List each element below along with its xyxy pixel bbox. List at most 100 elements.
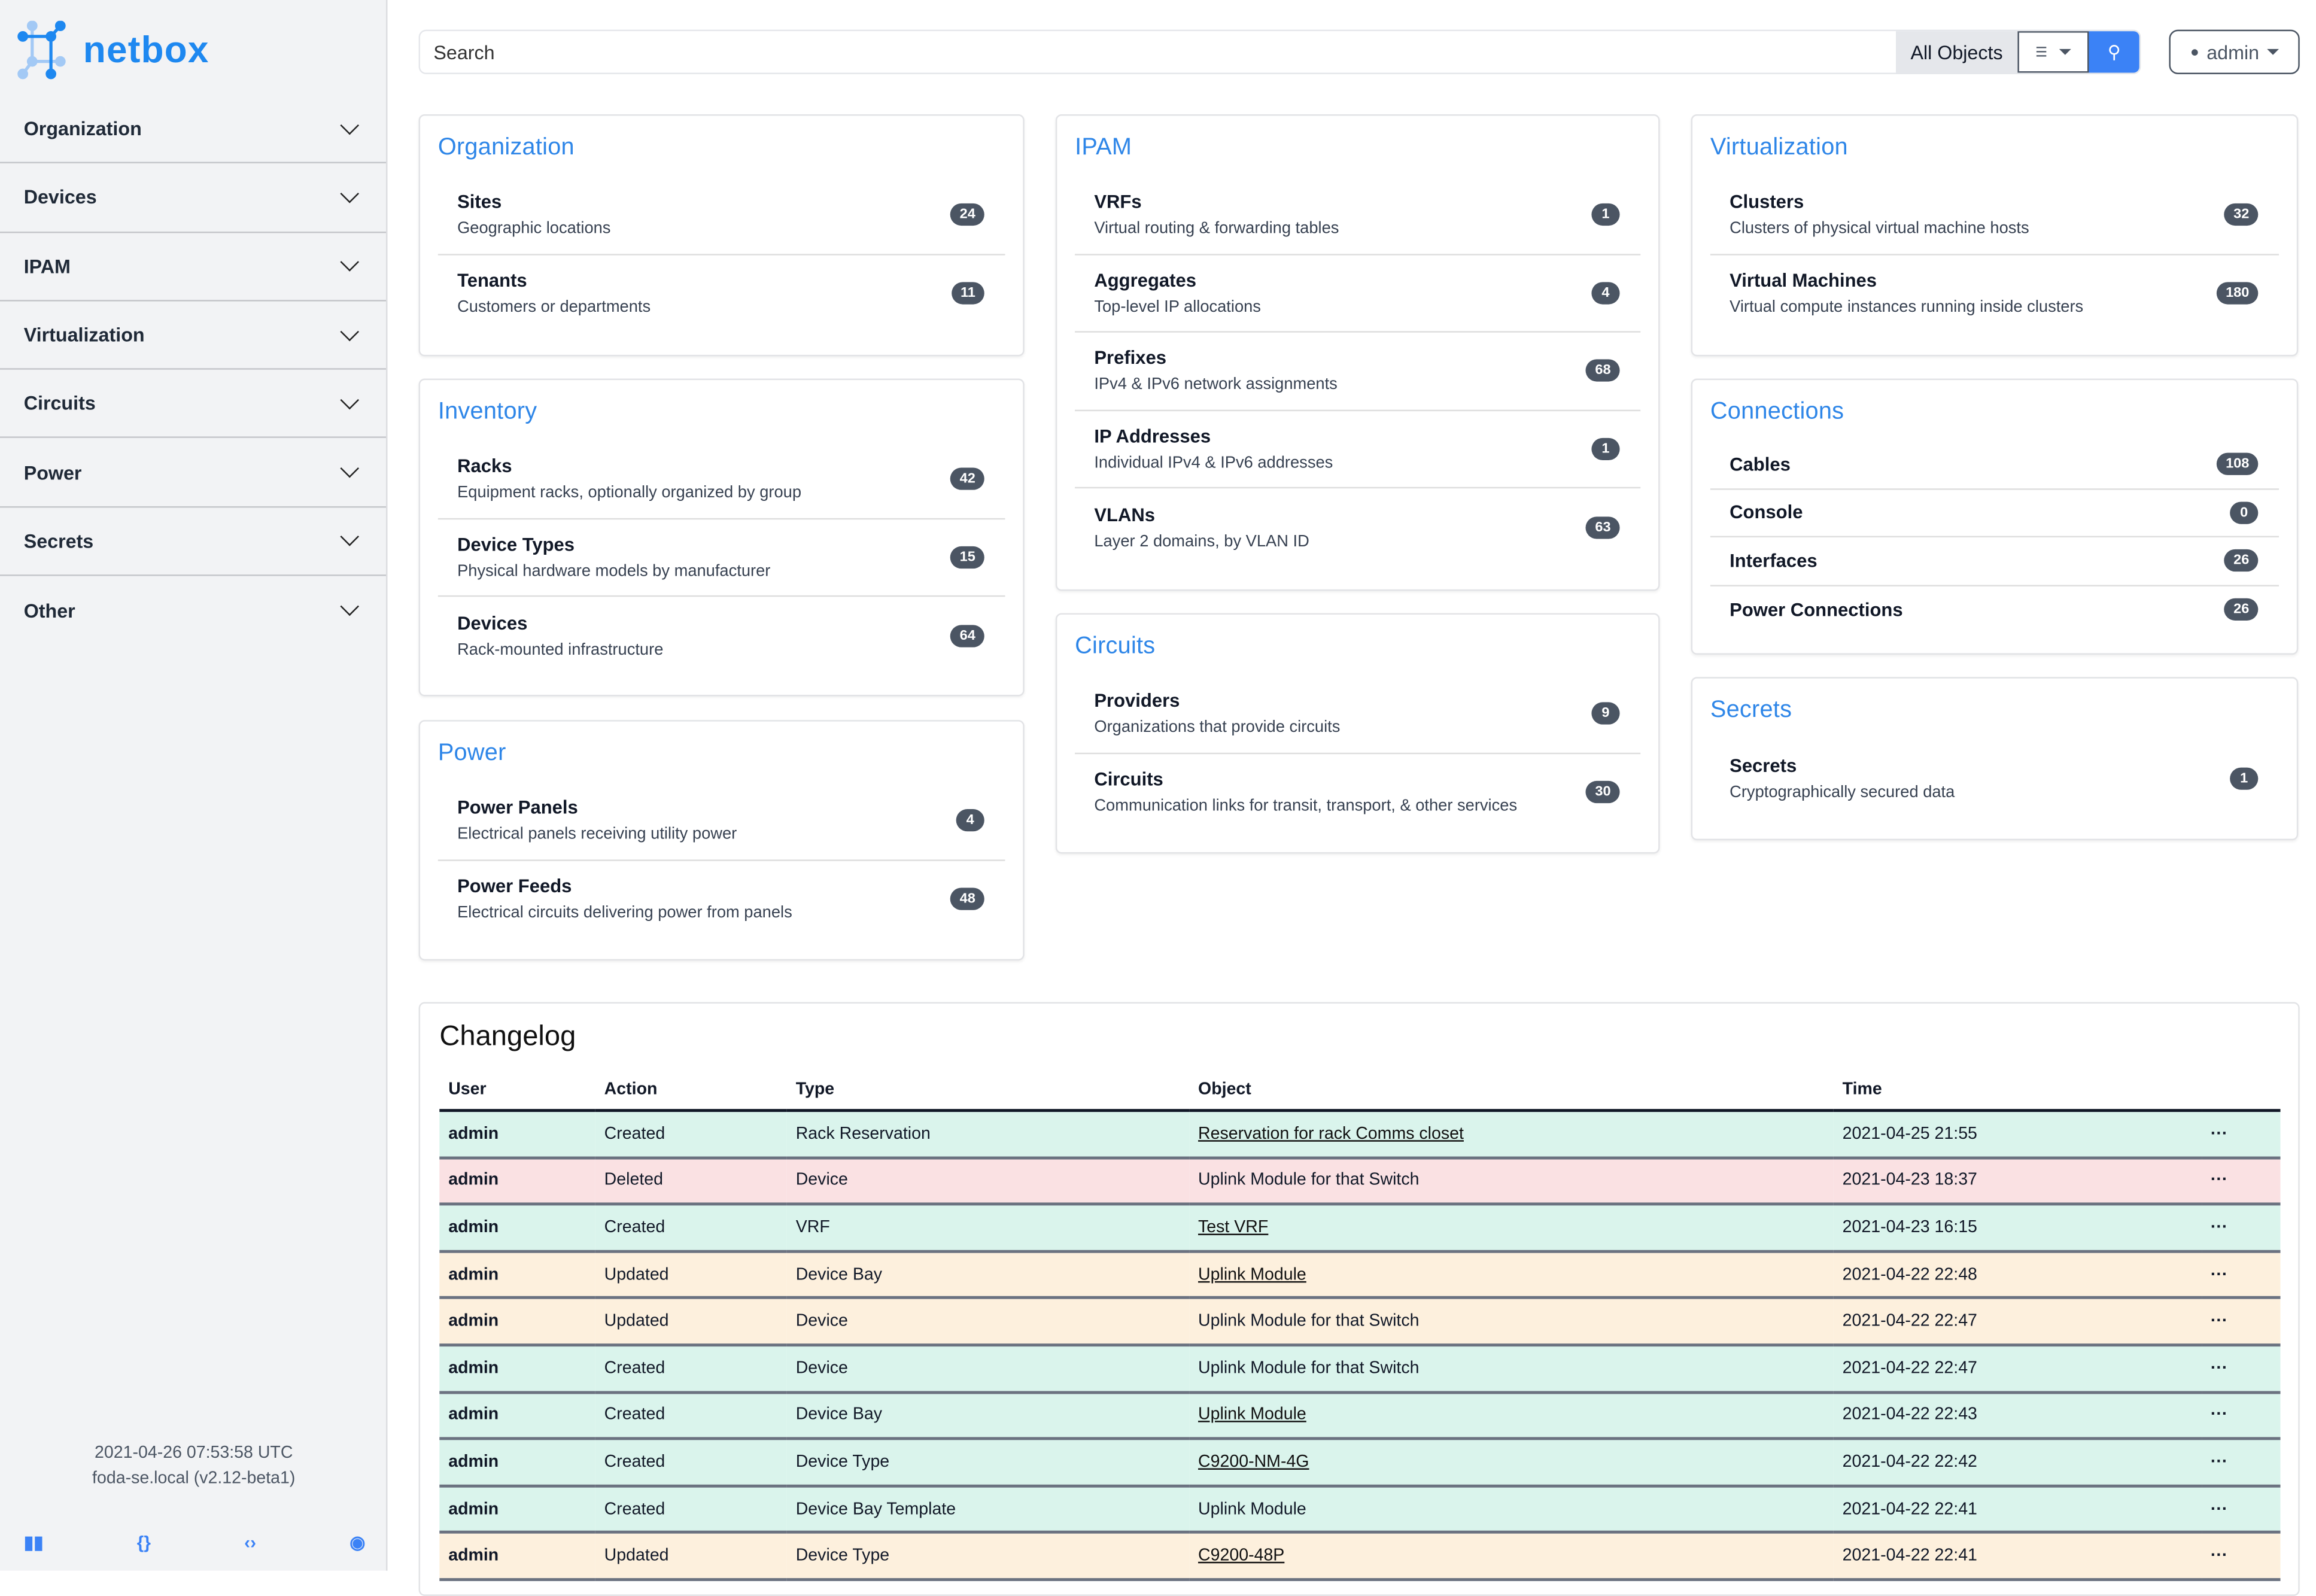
changelog-title: Changelog	[439, 1021, 576, 1053]
object-cell: Uplink Module for that Switch	[1189, 1157, 1834, 1206]
item-description: Electrical circuits delivering power fro…	[457, 904, 792, 923]
chevron-down-icon	[340, 459, 360, 478]
list-item[interactable]: Power Feeds Electrical circuits deliverin…	[438, 861, 1005, 938]
list-item[interactable]: Sites Geographic locations 24	[437, 177, 1005, 255]
object-link[interactable]: Uplink Module	[1198, 1266, 1306, 1284]
column-header-object[interactable]: Object	[1189, 1081, 1834, 1112]
count-badge: 32	[2224, 203, 2259, 226]
list-item[interactable]: Device Types Physical hardware models by …	[437, 519, 1005, 597]
more-icon[interactable]: ···	[2202, 1157, 2281, 1206]
virtualization-card: Virtualization Clusters Clusters of physic…	[1691, 114, 2299, 357]
virtualization-card-title[interactable]: Virtualization	[1710, 135, 1848, 160]
count-badge: 63	[1586, 516, 1620, 539]
list-item[interactable]: Prefixes IPv4 & IPv6 network assignments 6…	[1075, 333, 1641, 411]
list-item[interactable]: IP Addresses Individual IPv4 & IPv6 addre…	[1075, 411, 1641, 490]
more-icon[interactable]: ···	[2202, 1204, 2281, 1253]
list-item[interactable]: Power Panels Electrical panels receiving …	[437, 782, 1005, 861]
item-name: IP Addresses	[1094, 426, 1211, 447]
item-name: Secrets	[1730, 755, 1797, 776]
more-icon[interactable]: ···	[2202, 1298, 2281, 1346]
netbox-logo[interactable]: netbox	[12, 20, 209, 80]
list-item[interactable]: Devices Rack-mounted infrastructure 64	[438, 597, 1005, 675]
list-item[interactable]: Racks Equipment racks, optionally organiz…	[437, 441, 1005, 519]
search-button[interactable]: ⚲	[2089, 31, 2139, 73]
sidebar-item-secrets[interactable]: Secrets	[0, 507, 387, 576]
inventory-card-title[interactable]: Inventory	[437, 399, 537, 425]
sidebar-item-other[interactable]: Other	[0, 576, 386, 645]
sidebar-item-power[interactable]: Power	[0, 439, 387, 507]
changelog-table: User Action Type Object Time admin Created Rac…	[439, 1081, 2281, 1581]
search-input[interactable]	[420, 31, 1896, 73]
list-item[interactable]: Aggregates Top-level IP allocations 4	[1075, 255, 1641, 333]
circuits-card-title[interactable]: Circuits	[1075, 634, 1156, 659]
table-row: admin Created Rack Reservation Reservation …	[439, 1110, 2281, 1159]
type-cell: Device Bay Template	[786, 1485, 1190, 1534]
ipam-card-title[interactable]: IPAM	[1075, 135, 1132, 160]
object-link[interactable]: C9200-48P	[1198, 1547, 1285, 1565]
sidebar-item-organization[interactable]: Organization	[0, 95, 387, 164]
object-cell: Uplink Module	[1189, 1485, 1834, 1534]
list-item[interactable]: Providers Organizations that provide circ…	[1075, 676, 1641, 754]
item-name: VRFs	[1094, 191, 1142, 213]
more-icon[interactable]: ···	[2202, 1533, 2281, 1581]
power-card: Power Power Panels Electrical panels recei…	[418, 720, 1025, 961]
column-header-type[interactable]: Type	[786, 1081, 1190, 1112]
braces-icon[interactable]: {}	[136, 1532, 151, 1553]
secrets-card-title[interactable]: Secrets	[1710, 697, 1792, 723]
more-icon[interactable]: ···	[2202, 1345, 2281, 1394]
list-item[interactable]: Console 0	[1710, 489, 2279, 538]
list-item[interactable]: Cables 108	[1710, 441, 2279, 490]
power-card-title[interactable]: Power	[437, 740, 506, 767]
chevron-down-icon	[340, 253, 360, 272]
book-icon[interactable]: ▮▮	[23, 1532, 44, 1553]
list-item[interactable]: Interfaces 26	[1710, 537, 2279, 586]
connections-card: Connections Cables 108 Console 0 Interfaces 26…	[1691, 378, 2299, 655]
list-item[interactable]: Clusters Clusters of physical virtual mac…	[1710, 177, 2279, 255]
time-cell: 2021-04-22 22:47	[1833, 1345, 2202, 1394]
sidebar-item-devices[interactable]: Devices	[0, 164, 387, 233]
object-link[interactable]: Test VRF	[1198, 1218, 1269, 1237]
list-item[interactable]: VLANs Layer 2 domains, by VLAN ID 63	[1075, 489, 1640, 567]
sidebar-item-virtualization[interactable]: Virtualization	[0, 301, 387, 370]
column-header-user[interactable]: User	[439, 1081, 595, 1112]
sidebar-item-label: IPAM	[23, 255, 71, 278]
list-item[interactable]: Secrets Cryptographically secured data 1	[1710, 739, 2279, 817]
code-icon[interactable]: ‹›	[244, 1532, 257, 1553]
time-cell: 2021-04-22 22:41	[1833, 1533, 2202, 1581]
organization-card-title[interactable]: Organization	[437, 135, 575, 160]
table-row: admin Created Device Bay Template Uplink Mo…	[439, 1485, 2281, 1534]
item-name: Console	[1730, 502, 1803, 523]
object-link[interactable]: Uplink Module	[1198, 1406, 1306, 1424]
lifebuoy-icon[interactable]: ◉	[349, 1532, 366, 1553]
filter-dropdown-button[interactable]: ☰	[2017, 31, 2089, 73]
list-item[interactable]: VRFs Virtual routing & forwarding tables 1	[1075, 177, 1641, 255]
more-icon[interactable]: ···	[2202, 1251, 2281, 1300]
item-text: Power Connections	[1730, 600, 1902, 621]
object-link[interactable]: C9200-NM-4G	[1198, 1453, 1309, 1472]
more-icon[interactable]: ···	[2202, 1439, 2281, 1488]
object-link[interactable]: Reservation for rack Comms closet	[1198, 1124, 1464, 1143]
list-item[interactable]: Power Connections 26	[1710, 586, 2279, 634]
user-cell: admin	[439, 1439, 595, 1488]
user-menu-button[interactable]: ● admin	[2169, 29, 2300, 75]
item-text: Providers Organizations that provide circ…	[1094, 691, 1340, 737]
connections-card-title[interactable]: Connections	[1710, 399, 1844, 425]
changelog-card: Changelog User Action Type Object Time admin…	[418, 1002, 2300, 1596]
item-description: Cryptographically secured data	[1730, 783, 1955, 802]
list-item[interactable]: Circuits Communication links for transit,…	[1075, 753, 1640, 831]
object-cell: Uplink Module for that Switch	[1189, 1345, 1834, 1394]
action-cell: Deleted	[595, 1157, 787, 1206]
sidebar-item-circuits[interactable]: Circuits	[0, 370, 387, 439]
search-scope-select[interactable]: All Objects	[1895, 31, 2018, 73]
time-cell: 2021-04-22 22:47	[1833, 1298, 2202, 1346]
more-icon[interactable]: ···	[2202, 1391, 2281, 1440]
column-header-time[interactable]: Time	[1833, 1081, 2202, 1112]
sidebar-item-ipam[interactable]: IPAM	[0, 232, 387, 302]
item-text: Sites Geographic locations	[457, 192, 610, 238]
more-icon[interactable]: ···	[2202, 1485, 2281, 1534]
column-header-action[interactable]: Action	[595, 1081, 787, 1112]
more-icon[interactable]: ···	[2202, 1110, 2281, 1159]
list-item[interactable]: Tenants Customers or departments 11	[438, 255, 1005, 333]
object-cell: Test VRF	[1189, 1204, 1834, 1253]
list-item[interactable]: Virtual Machines Virtual compute instance…	[1710, 255, 2279, 333]
